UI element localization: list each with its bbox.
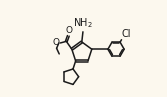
Text: O: O bbox=[65, 26, 72, 35]
Text: NH$_2$: NH$_2$ bbox=[73, 16, 93, 30]
Text: O: O bbox=[53, 38, 60, 47]
Text: Cl: Cl bbox=[122, 29, 131, 39]
